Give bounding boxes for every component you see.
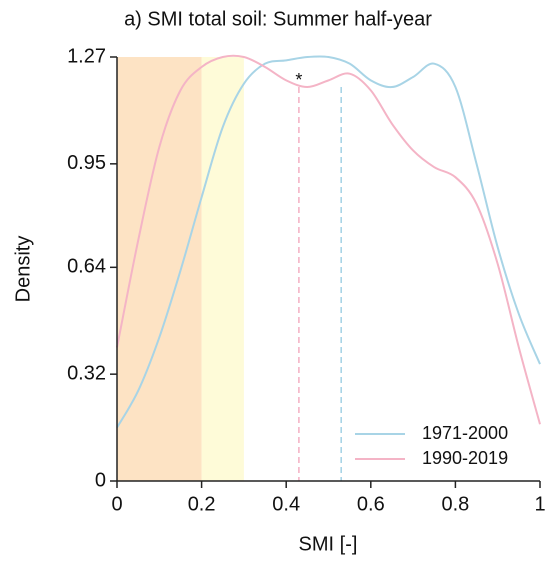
density-line (116, 55, 541, 429)
chart-title: a) SMI total soil: Summer half-year (124, 8, 432, 30)
x-axis-label: SMI [-] (299, 533, 358, 555)
shaded-span (117, 57, 202, 481)
x-tick-label: 0.4 (272, 493, 300, 515)
annotation: * (295, 70, 302, 90)
legend-label: 1990-2019 (422, 448, 508, 468)
y-tick-label: 0.64 (67, 256, 106, 278)
y-tick-label: 0.95 (67, 152, 106, 174)
legend-label: 1971-2000 (422, 423, 508, 443)
y-tick-label: 0.32 (67, 362, 106, 384)
x-tick-label: 0.2 (188, 493, 216, 515)
x-tick-label: 1 (534, 493, 545, 515)
x-tick-label: 0.6 (357, 493, 385, 515)
shaded-span (201, 57, 244, 481)
y-axis-label: Density (12, 236, 34, 303)
x-tick-label: 0 (111, 493, 122, 515)
y-tick-label: 1.27 (67, 45, 106, 67)
density-line (116, 54, 541, 425)
x-tick-label: 0.8 (441, 493, 469, 515)
y-tick-label: 0 (95, 469, 106, 491)
